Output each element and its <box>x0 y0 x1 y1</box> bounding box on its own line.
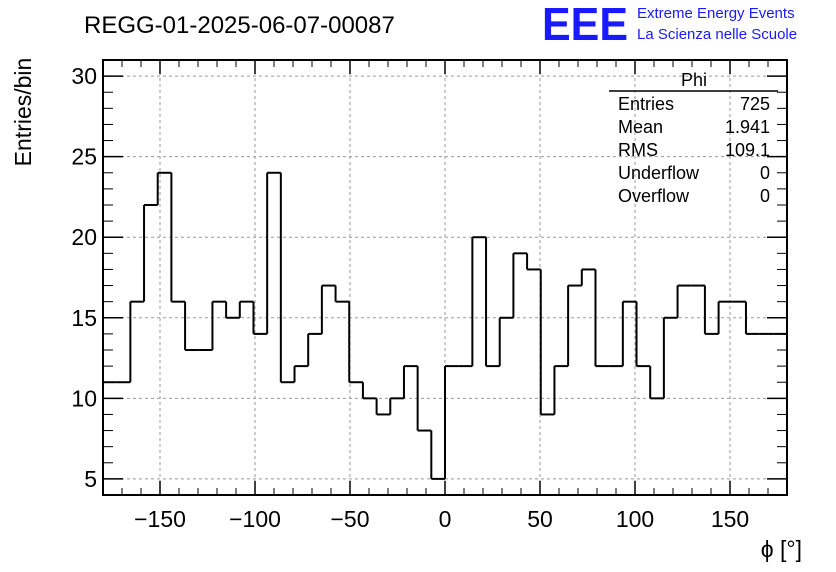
stats-label: RMS <box>618 140 658 160</box>
y-tick-label: 25 <box>71 144 97 170</box>
eee-logo: EEE Extreme Energy Events La Scienza nel… <box>542 0 797 50</box>
stats-label: Overflow <box>618 186 690 206</box>
y-tick-label: 5 <box>84 466 97 492</box>
x-tick-label: 100 <box>616 506 654 532</box>
stats-label: Underflow <box>618 163 700 183</box>
histogram-series <box>103 171 787 480</box>
y-tick-label: 15 <box>71 305 97 331</box>
eee-logo-line2: La Scienza nelle Scuole <box>637 26 797 43</box>
chart-title: REGG-01-2025-06-07-00087 <box>84 12 395 39</box>
eee-logo-line1: Extreme Energy Events <box>637 5 795 22</box>
y-tick-label: 10 <box>71 385 97 411</box>
x-tick-label: −50 <box>330 506 369 532</box>
stats-value: 725 <box>740 94 770 114</box>
x-tick-label: −100 <box>229 506 281 532</box>
y-tick-label: 20 <box>71 224 97 250</box>
stats-label: Entries <box>618 94 674 114</box>
stats-value: 1.941 <box>725 117 770 137</box>
stats-value: 0 <box>760 186 770 206</box>
stats-value: 109.1 <box>725 140 770 160</box>
eee-logo-text: EEE <box>542 0 628 50</box>
stats-label: Mean <box>618 117 663 137</box>
stats-box: Phi Entries 725 Mean 1.941 RMS 109.1 Underflow… <box>609 70 778 206</box>
axis-ticks <box>102 59 788 496</box>
tick-labels: −150 −100 −50 0 50 100 150 5 10 15 20 25 30 <box>71 63 749 532</box>
x-tick-label: 0 <box>439 506 452 532</box>
stats-value: 0 <box>760 163 770 183</box>
stats-title: Phi <box>681 70 707 90</box>
x-tick-label: 150 <box>711 506 749 532</box>
y-tick-label: 30 <box>71 63 97 89</box>
x-tick-label: −150 <box>134 506 186 532</box>
x-tick-label: 50 <box>527 506 553 532</box>
x-axis-label: ϕ [°] <box>761 536 802 562</box>
y-axis-label: Entries/bin <box>10 58 36 167</box>
